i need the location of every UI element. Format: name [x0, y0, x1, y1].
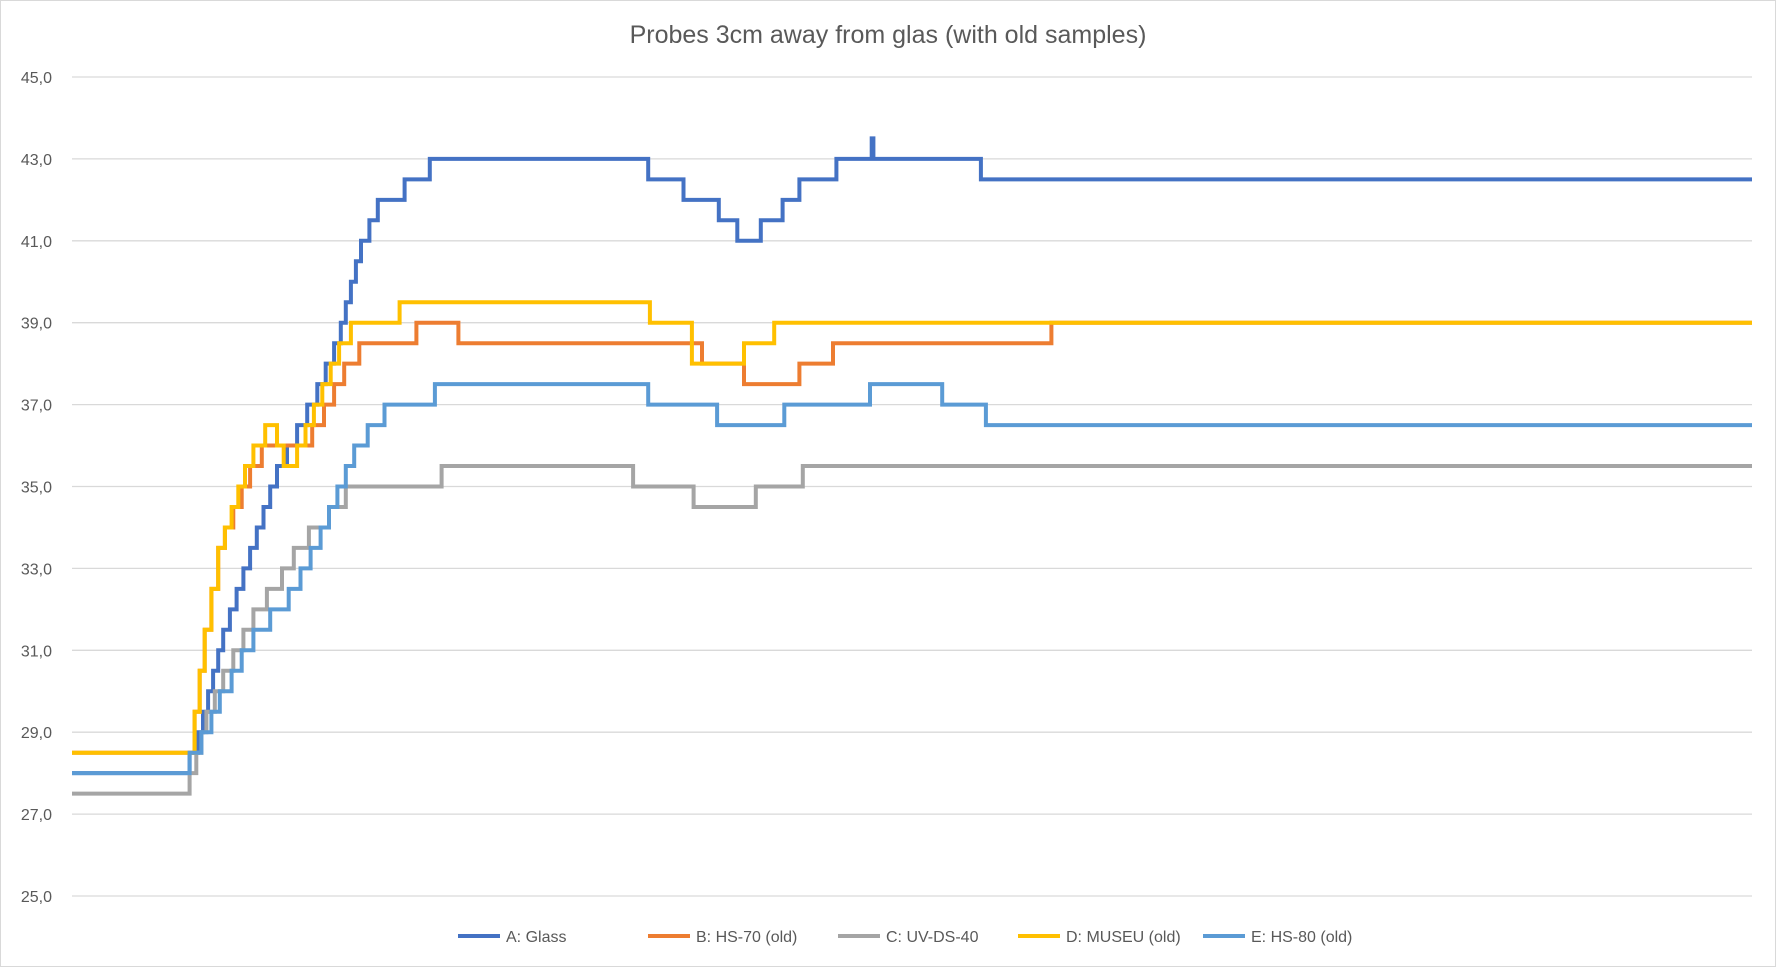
y-tick-label: 25,0: [21, 889, 52, 906]
y-tick-label: 43,0: [21, 152, 52, 169]
y-tick-label: 35,0: [21, 480, 52, 497]
y-axis-tick-labels: 25,0 27,0 29,0 31,0 33,0 35,0 37,0 39,0 41,0 43,0…: [21, 70, 52, 906]
legend-label: D: MUSEU (old): [1066, 929, 1181, 946]
legend: A: Glass B: HS-70 (old) C: UV-DS-40 D: MUSE…: [458, 929, 1352, 946]
series-lines: [72, 136, 1752, 796]
chart-title: Probes 3cm away from glas (with old samp…: [630, 21, 1147, 49]
y-tick-label: 27,0: [21, 807, 52, 824]
y-tick-label: 45,0: [21, 70, 52, 87]
y-tick-label: 29,0: [21, 725, 52, 742]
series-line-d-museu-old: [72, 300, 1752, 755]
legend-label: B: HS-70 (old): [696, 929, 797, 946]
gridlines: [72, 76, 1752, 897]
y-tick-label: 33,0: [21, 561, 52, 578]
y-tick-label: 31,0: [21, 643, 52, 660]
series-line-c-uv-ds-40: [72, 464, 1752, 796]
series-line-a-glass: [72, 136, 1752, 776]
legend-label: E: HS-80 (old): [1251, 929, 1352, 946]
series-line-e-hs-80-old: [72, 382, 1752, 776]
legend-label: C: UV-DS-40: [886, 929, 979, 946]
y-tick-label: 39,0: [21, 316, 52, 333]
y-tick-label: 37,0: [21, 398, 52, 415]
legend-label: A: Glass: [506, 929, 566, 946]
y-tick-label: 41,0: [21, 234, 52, 251]
